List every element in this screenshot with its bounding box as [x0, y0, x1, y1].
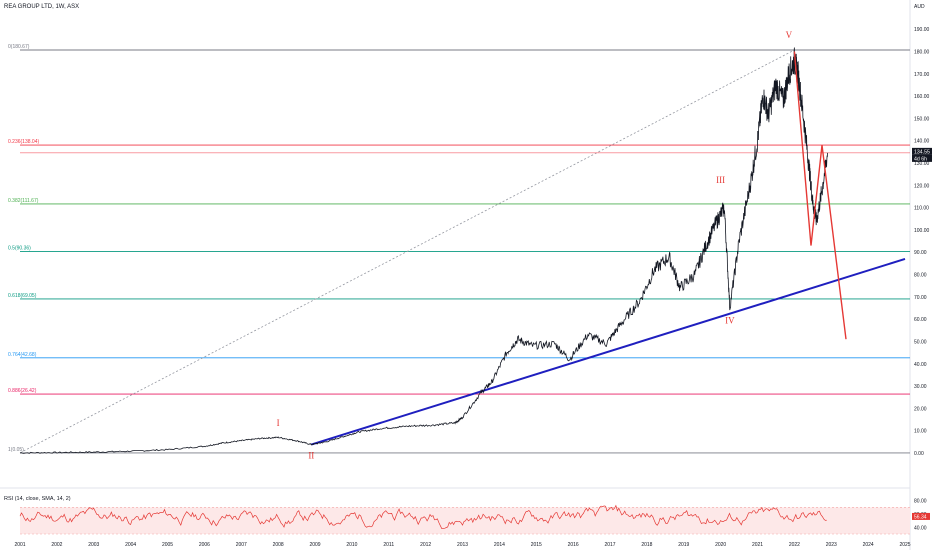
y-tick-label: 80.00: [914, 273, 927, 279]
x-tick-label: 2018: [641, 542, 652, 548]
x-tick-label: 2016: [568, 542, 579, 548]
y-tick-label: 60.00: [914, 317, 927, 323]
price-badge: [912, 147, 932, 155]
x-tick-label: 2007: [236, 542, 247, 548]
rsi-line[interactable]: [19, 504, 827, 529]
x-tick-label: 2009: [309, 542, 320, 548]
y-tick-label: 100.00: [914, 228, 930, 234]
rsi-tick-label: 40.00: [914, 525, 927, 531]
y-tick-label: 130.00: [914, 161, 930, 167]
y-tick-label: 90.00: [914, 250, 927, 256]
x-tick-label: 2004: [125, 542, 136, 548]
fib-level-label: 1(0.05): [8, 447, 24, 453]
projection-path[interactable]: [793, 51, 847, 340]
fib-level-label: 0.5(90.36): [8, 245, 31, 251]
fib-level-label: 0.618(69.05): [8, 293, 37, 299]
x-tick-label: 2019: [678, 542, 689, 548]
x-tick-label: 2015: [531, 542, 542, 548]
x-tick-label: 2024: [863, 542, 874, 548]
y-tick-label: 70.00: [914, 295, 927, 301]
wave-label: V: [786, 30, 793, 40]
y-tick-label: 20.00: [914, 406, 927, 412]
chart-title: REA GROUP LTD, 1W, ASX: [4, 4, 80, 10]
x-tick-label: 2014: [494, 542, 505, 548]
y-tick-label: 150.00: [914, 116, 930, 122]
y-tick-label: 170.00: [914, 72, 930, 78]
price-badge-value: 134.55: [914, 149, 930, 155]
x-tick-label: 2020: [715, 542, 726, 548]
y-tick-label: 160.00: [914, 94, 930, 100]
y-tick-label: 10.00: [914, 429, 927, 435]
countdown-badge-value: 4d 6h: [914, 156, 927, 162]
x-tick-label: 2002: [51, 542, 62, 548]
currency-label: AUD: [914, 4, 925, 10]
wave-label: IV: [725, 316, 735, 326]
y-tick-label: 120.00: [914, 183, 930, 189]
x-tick-label: 2010: [346, 542, 357, 548]
x-tick-label: 2022: [789, 542, 800, 548]
y-tick-label: 110.00: [914, 206, 929, 212]
countdown-badge: [912, 154, 932, 162]
y-tick-label: 0.00: [914, 451, 924, 457]
wave-label: II: [308, 451, 314, 461]
fib-level-label: 0(180.67): [8, 44, 30, 50]
rsi-value-badge: [912, 512, 930, 520]
y-tick-label: 40.00: [914, 362, 927, 368]
x-tick-label: 2023: [826, 542, 837, 548]
x-tick-label: 2003: [88, 542, 99, 548]
x-tick-label: 2017: [604, 542, 615, 548]
fib-level-label: 0.764(42.68): [8, 352, 37, 358]
trendline[interactable]: [311, 257, 906, 446]
y-tick-label: 30.00: [914, 384, 927, 390]
x-tick-label: 2005: [162, 542, 173, 548]
fib-trend-line[interactable]: [19, 49, 795, 454]
wave-label: III: [716, 175, 725, 185]
rsi-tick-label: 80.00: [914, 499, 927, 505]
x-tick-label: 2012: [420, 542, 431, 548]
y-tick-label: 190.00: [914, 27, 930, 33]
rsi-value-badge-text: 56.34: [914, 514, 927, 520]
x-tick-label: 2011: [383, 542, 394, 548]
price-series-line[interactable]: [19, 47, 828, 454]
x-tick-label: 2008: [273, 542, 284, 548]
rsi-label: RSI (14, close, SMA, 14, 2): [4, 496, 71, 502]
y-tick-label: 50.00: [914, 339, 927, 345]
x-tick-label: 2013: [457, 542, 468, 548]
x-tick-label: 2025: [899, 542, 910, 548]
x-tick-label: 2021: [752, 542, 763, 548]
x-tick-label: 2006: [199, 542, 210, 548]
y-tick-label: 140.00: [914, 139, 930, 145]
fib-level-label: 0.382(111.67): [8, 198, 39, 204]
x-tick-label: 2001: [14, 542, 25, 548]
wave-label: I: [277, 418, 280, 428]
y-tick-label: 180.00: [914, 49, 930, 55]
fib-level-label: 0.886(26.42): [8, 388, 37, 394]
fib-level-label: 0.236(138.04): [8, 139, 39, 145]
